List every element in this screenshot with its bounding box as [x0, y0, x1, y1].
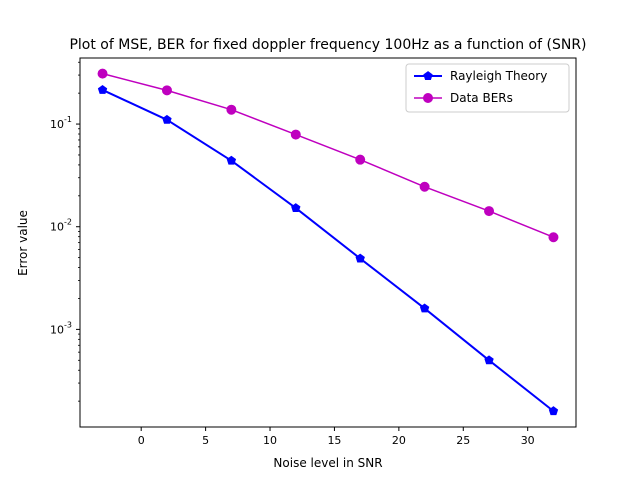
data-point-series-1	[548, 406, 559, 416]
data-point-series-1	[355, 253, 365, 263]
legend-label-2: Data BERs	[450, 91, 513, 105]
x-axis-label: Noise level in SNR	[273, 456, 382, 470]
y-tick-label: 10-2	[50, 218, 72, 234]
data-point-series-1	[484, 355, 494, 365]
series-line-1	[102, 89, 555, 412]
plot-area: 0 5 10 15 20 25 30 10-3 10-2 10-1	[50, 57, 577, 447]
axes-frame	[79, 57, 577, 428]
data-point-series-2	[355, 154, 366, 165]
legend: Rayleigh Theory Data BERs	[405, 63, 570, 113]
x-tick-label: 10	[263, 434, 277, 447]
y-tick-label: 10-3	[50, 320, 72, 336]
series-line-2	[102, 72, 554, 238]
x-tick-label: 5	[202, 434, 209, 447]
x-tick-label: 0	[138, 434, 145, 447]
data-point-series-2	[97, 68, 108, 79]
data-point-series-2	[226, 104, 237, 115]
data-point-series-2	[419, 181, 430, 192]
data-point-series-1	[419, 303, 430, 313]
chart-title: Plot of MSE, BER for fixed doppler frequ…	[69, 37, 586, 53]
y-tick-label: 10-1	[50, 115, 72, 131]
data-point-series-2	[548, 232, 559, 243]
x-tick-label: 20	[392, 434, 406, 447]
data-point-series-2	[484, 206, 495, 217]
data-point-series-2	[290, 129, 301, 140]
data-point-series-1	[226, 155, 237, 165]
y-axis-label: Error value	[16, 210, 30, 276]
data-point-series-2	[161, 85, 172, 96]
legend-marker-1	[423, 71, 433, 80]
x-tick-label: 15	[327, 434, 341, 447]
x-tick-label: 25	[456, 434, 470, 447]
x-tick-label: 30	[521, 434, 535, 447]
data-point-series-1	[162, 114, 172, 124]
legend-box	[405, 63, 570, 113]
data-point-series-1	[97, 85, 108, 94]
legend-label-1: Rayleigh Theory	[450, 69, 547, 83]
legend-marker-2	[423, 93, 433, 103]
data-point-series-1	[291, 203, 301, 213]
